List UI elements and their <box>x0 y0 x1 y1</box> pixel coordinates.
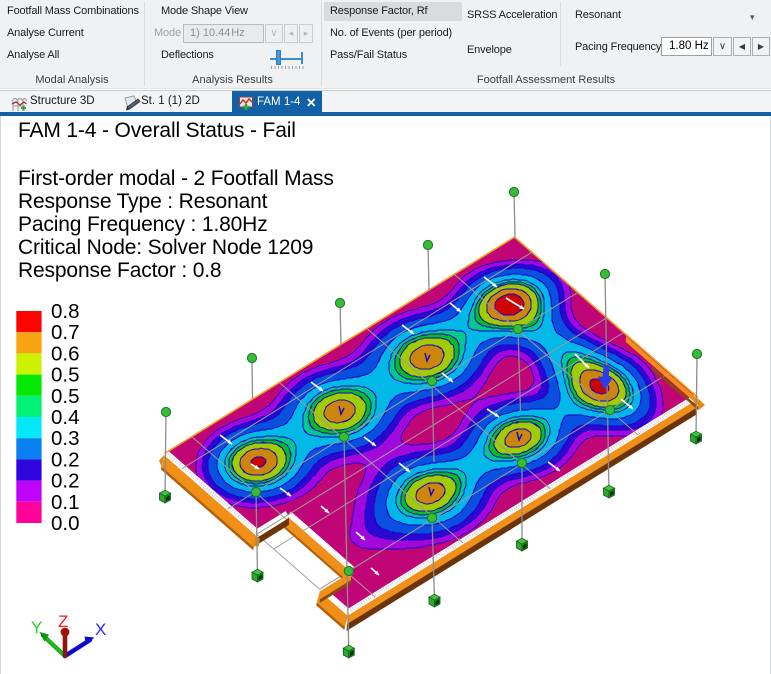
svg-text:0.1: 0.1 <box>51 491 80 514</box>
svg-text:0.2: 0.2 <box>51 470 80 493</box>
svg-text:0.6: 0.6 <box>51 342 80 365</box>
svg-text:0.2: 0.2 <box>51 448 80 471</box>
svg-text:0.8: 0.8 <box>51 300 80 323</box>
svg-text:Z: Z <box>58 612 68 631</box>
svg-text:X: X <box>95 620 106 639</box>
svg-text:0.5: 0.5 <box>51 385 80 408</box>
svg-text:0.7: 0.7 <box>51 321 80 344</box>
svg-text:0.4: 0.4 <box>51 406 80 429</box>
svg-text:0.5: 0.5 <box>51 364 80 387</box>
svg-text:0.0: 0.0 <box>51 512 80 535</box>
svg-text:Y: Y <box>31 618 42 637</box>
svg-text:0.3: 0.3 <box>51 427 80 450</box>
